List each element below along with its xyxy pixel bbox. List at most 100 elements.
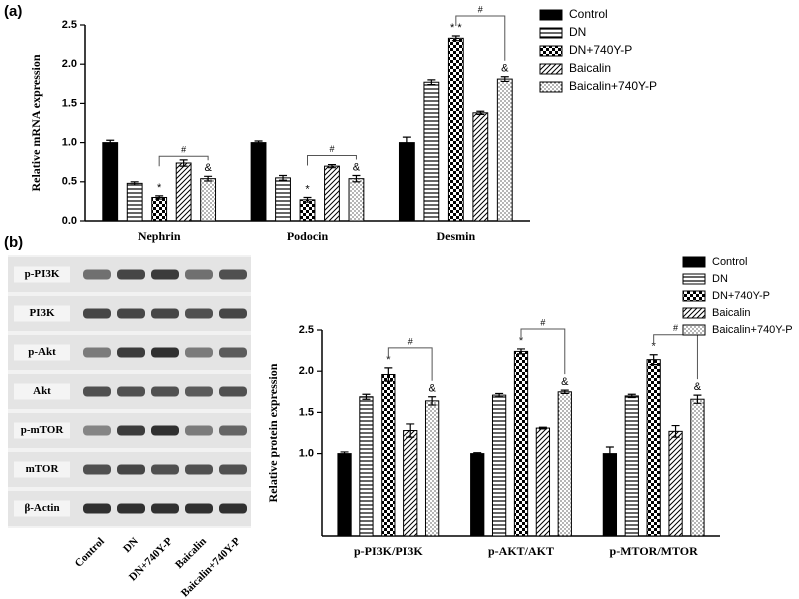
- bar: [423, 81, 440, 222]
- blot-row-label: p-Akt: [28, 346, 56, 358]
- comparison-bracket: [307, 155, 357, 166]
- blot-band: [117, 464, 145, 475]
- blot-band: [83, 425, 111, 436]
- comparison-label: #: [181, 145, 186, 155]
- comparison-bracket: [653, 334, 698, 380]
- blot-band: [185, 425, 213, 436]
- error-bar: [402, 136, 411, 149]
- error-bar: [130, 181, 139, 186]
- blot-band: [185, 308, 213, 319]
- bar: [324, 165, 340, 222]
- y-tick-label: 1.0: [299, 448, 314, 460]
- significance-marker: *: [386, 354, 391, 366]
- bar: [646, 359, 661, 537]
- blot-band: [117, 386, 145, 397]
- significance-marker: *: [157, 182, 162, 194]
- blot-band: [151, 308, 179, 319]
- blot-band: [117, 347, 145, 358]
- error-bar: [605, 446, 614, 461]
- x-tick-label: Nephrin: [138, 229, 181, 243]
- legend-swatch: [682, 290, 706, 302]
- error-bar: [327, 163, 336, 169]
- significance-marker: &: [501, 63, 509, 75]
- significance-marker: *: [652, 341, 657, 353]
- significance-marker: *: [305, 183, 310, 195]
- blot-row-label: p-mTOR: [21, 424, 65, 436]
- blot-band: [117, 503, 145, 514]
- y-tick-label: 1.5: [299, 406, 314, 418]
- bar: [447, 37, 464, 222]
- bar: [557, 391, 572, 537]
- legend-label: Control: [569, 7, 608, 21]
- blot-band: [83, 386, 111, 397]
- bar: [535, 427, 551, 537]
- bar: [424, 400, 440, 537]
- y-axis-title: Relative protein expression: [266, 363, 280, 502]
- significance-marker: &: [353, 161, 361, 173]
- y-tick-label: 2.5: [299, 324, 314, 336]
- blot-lane-label: DN: [121, 535, 141, 555]
- error-bar: [155, 195, 164, 200]
- error-bar: [406, 423, 415, 438]
- legend-swatch: [682, 324, 706, 336]
- error-bar: [179, 159, 188, 167]
- error-bar: [384, 367, 393, 382]
- error-bar: [500, 76, 509, 83]
- error-bar: [538, 426, 547, 430]
- comparison-bracket: [158, 155, 209, 167]
- error-bar: [671, 424, 680, 438]
- blot-band: [83, 464, 111, 475]
- error-bar: [362, 393, 371, 400]
- label-box: [14, 422, 70, 439]
- blot-lane-label: Control: [73, 535, 107, 569]
- blot-band: [83, 347, 111, 358]
- y-tick-label: 2.0: [299, 365, 314, 377]
- significance-marker: &: [561, 376, 569, 388]
- error-bar: [560, 389, 569, 395]
- label-box: [14, 344, 70, 361]
- error-bar: [476, 110, 485, 115]
- bar: [151, 196, 168, 222]
- bar: [359, 396, 374, 537]
- blot-band: [151, 386, 179, 397]
- blot-row-label: β-Actin: [24, 502, 59, 514]
- x-tick-label: Podocin: [287, 229, 329, 243]
- blot-row-label: mTOR: [26, 463, 60, 475]
- bar: [624, 395, 639, 537]
- significance-marker: &: [428, 383, 436, 395]
- legend-label: DN: [569, 25, 586, 39]
- blot-band: [219, 269, 247, 280]
- comparison-bracket: [387, 347, 433, 381]
- blot-band: [219, 386, 247, 397]
- y-tick-label: 2.5: [62, 19, 77, 31]
- label-box: [14, 305, 70, 322]
- y-tick-label: 1.5: [62, 97, 77, 109]
- significance-marker: *: [519, 335, 524, 347]
- y-axis-title: Relative mRNA expression: [29, 54, 43, 191]
- bar: [513, 350, 529, 537]
- bar: [337, 453, 352, 537]
- legend-label: Baicalin: [712, 307, 751, 319]
- comparison-label: #: [540, 317, 545, 327]
- blot-band: [151, 269, 179, 280]
- blot-band: [219, 503, 247, 514]
- x-tick-label: p-AKT/AKT: [488, 544, 554, 558]
- legend-swatch: [682, 256, 706, 268]
- legend-swatch: [682, 273, 706, 285]
- legend-label: DN: [712, 273, 728, 285]
- bar: [496, 78, 513, 222]
- panel-label: (b): [4, 234, 23, 251]
- blot-band: [219, 425, 247, 436]
- blot-band: [185, 464, 213, 475]
- legend-swatch: [682, 307, 706, 319]
- legend-label: DN+740Y-P: [712, 290, 770, 302]
- blot-row-label: PI3K: [29, 307, 55, 319]
- y-tick-label: 2.0: [62, 58, 77, 70]
- error-bar: [303, 196, 312, 203]
- blot-row-label: p-PI3K: [25, 268, 60, 280]
- error-bar: [693, 394, 702, 404]
- blot-band: [219, 464, 247, 475]
- error-bar: [495, 392, 504, 398]
- legend-swatch: [539, 63, 563, 75]
